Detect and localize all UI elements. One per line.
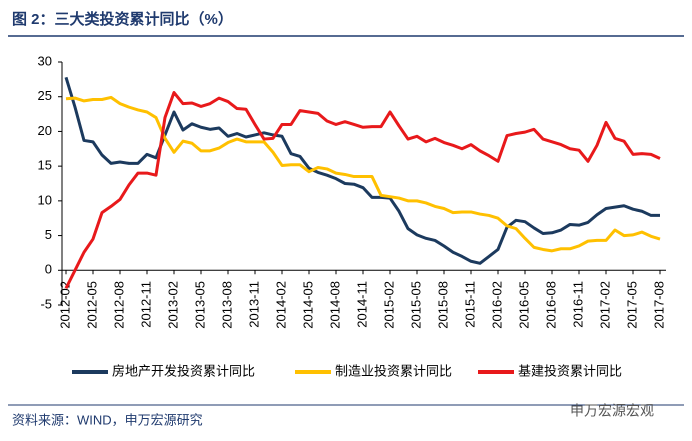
- x-tick-label: 2012-11: [138, 281, 153, 328]
- x-tick-label: 2017-08: [651, 281, 666, 329]
- x-tick-label: 2012-05: [84, 281, 99, 329]
- x-tick-label: 2015-11: [462, 281, 477, 328]
- legend-label: 制造业投资累计同比: [335, 363, 452, 378]
- series-line: [64, 91, 661, 290]
- x-tick-label: 2014-11: [354, 281, 369, 328]
- x-tick-label: 2012-02: [57, 281, 72, 329]
- x-tick-label: 2017-05: [624, 281, 639, 329]
- y-tick-label: -5: [40, 296, 52, 311]
- y-tick-label: 5: [45, 227, 52, 242]
- x-tick-label: 2013-05: [192, 281, 207, 329]
- watermark: 申万宏源宏观: [570, 403, 654, 419]
- x-tick-label: 2017-02: [597, 281, 612, 329]
- legend-label: 基建投资累计同比: [518, 363, 622, 378]
- y-tick-label: 30: [38, 53, 52, 68]
- legend-label: 房地产开发投资累计同比: [112, 363, 255, 378]
- x-tick-label: 2016-05: [516, 281, 531, 329]
- y-tick-label: 0: [45, 262, 52, 277]
- x-tick-label: 2015-08: [435, 281, 450, 329]
- y-tick-label: 25: [38, 88, 52, 103]
- chart-title: 图 2：三大类投资累计同比（%）: [12, 10, 233, 28]
- y-tick-label: 15: [38, 158, 52, 173]
- series-line: [64, 76, 660, 265]
- x-tick-label: 2016-02: [489, 281, 504, 329]
- x-tick-label: 2016-08: [543, 281, 558, 329]
- x-tick-label: 2013-08: [219, 281, 234, 329]
- source: 资料来源：WIND，申万宏源研究: [12, 412, 203, 427]
- y-tick-label: 10: [38, 192, 52, 207]
- x-tick-label: 2013-02: [165, 281, 180, 329]
- x-tick-label: 2014-05: [300, 281, 315, 329]
- x-tick-label: 2016-11: [570, 281, 585, 328]
- series-line: [65, 95, 661, 253]
- x-tick-label: 2012-08: [111, 281, 126, 329]
- x-tick-label: 2013-11: [246, 281, 261, 328]
- x-tick-label: 2015-05: [408, 281, 423, 329]
- x-tick-label: 2014-08: [327, 281, 342, 329]
- x-tick-label: 2015-02: [381, 281, 396, 329]
- y-tick-label: 20: [38, 123, 52, 138]
- x-tick-label: 2014-02: [273, 281, 288, 329]
